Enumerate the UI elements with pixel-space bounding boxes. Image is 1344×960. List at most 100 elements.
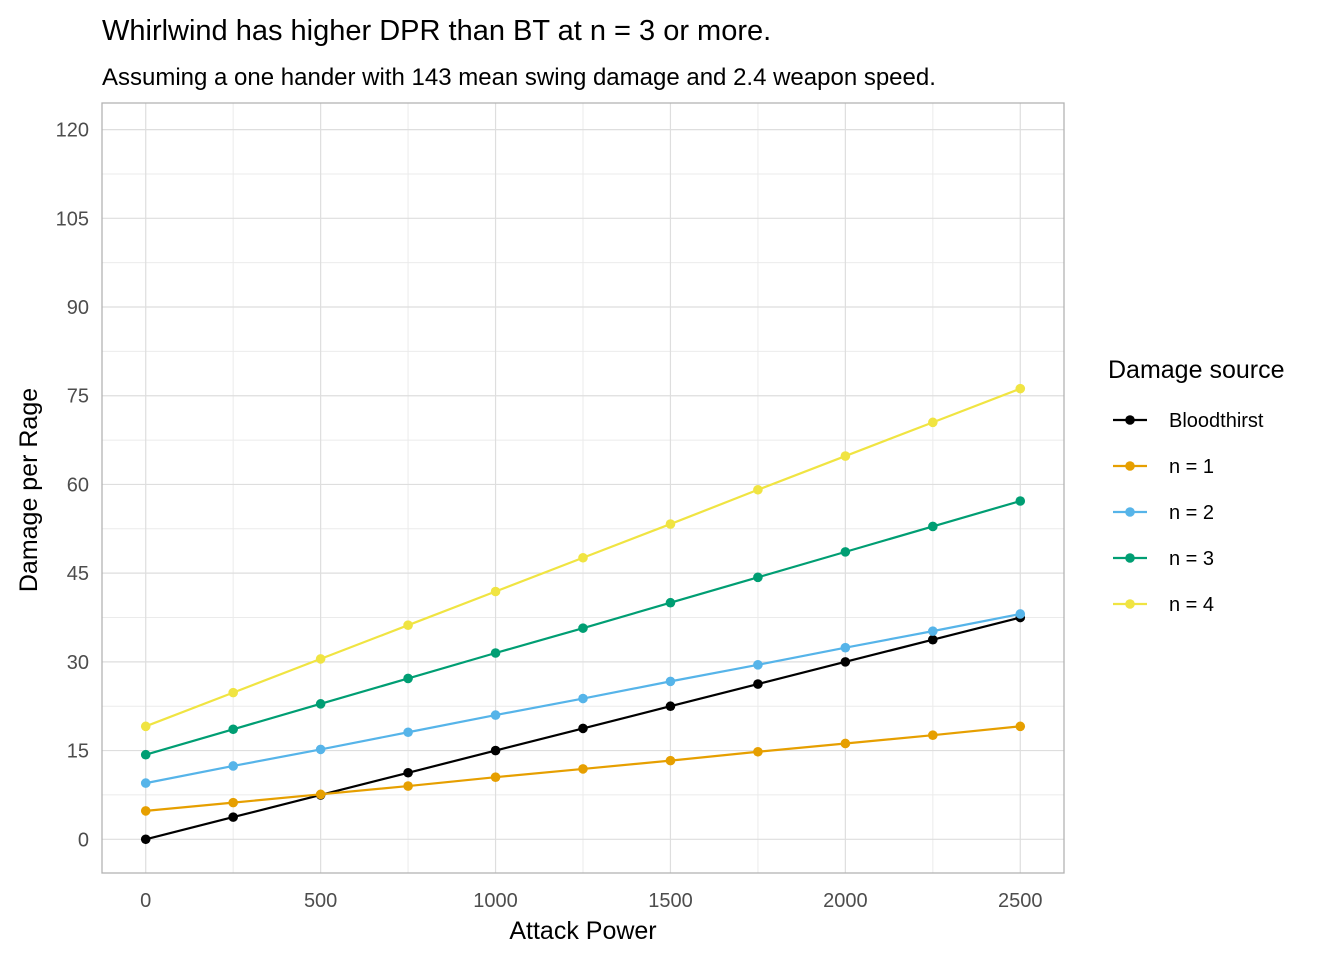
legend-items: Bloodthirst n = 1 n = 2 n = 3 n = 4	[1113, 410, 1264, 616]
data-point-n-4	[1015, 383, 1026, 394]
panel-border	[101, 102, 1065, 874]
legend-label: n = 2	[1169, 502, 1214, 524]
grid-minor	[102, 103, 1064, 873]
y-axis: 0 15 30 45 60 75 90 105 120	[56, 120, 89, 852]
legend-item-bloodthirst: Bloodthirst	[1113, 410, 1264, 432]
x-tick-label: 2000	[823, 890, 868, 912]
legend-item-n-2: n = 2	[1113, 502, 1214, 524]
data-point-n-2	[228, 761, 238, 771]
x-tick-label: 2500	[998, 890, 1043, 912]
data-point-n-1	[228, 797, 238, 808]
y-tick-label: 60	[67, 474, 89, 496]
series-bloodthirst	[140, 612, 1026, 845]
data-point-n-1	[490, 772, 501, 782]
data-point-n-2	[665, 676, 676, 687]
legend-key-point	[1125, 461, 1135, 471]
series-n-3	[140, 496, 1026, 760]
x-tick-label: 1500	[648, 890, 693, 912]
data-point-n-2	[140, 778, 151, 788]
data-point-n-4	[578, 552, 588, 563]
x-tick-label: 500	[304, 890, 337, 912]
y-tick-label: 120	[56, 120, 89, 142]
data-point-n-1	[1015, 721, 1026, 732]
legend-label: n = 1	[1169, 456, 1214, 478]
grid-major	[102, 103, 1064, 873]
data-point-n-3	[1015, 496, 1026, 506]
data-point-n-3	[928, 521, 938, 532]
legend-label: n = 4	[1169, 594, 1214, 616]
data-point-n-2	[1015, 609, 1026, 619]
x-tick-label: 0	[140, 890, 151, 912]
data-point-n-3	[665, 597, 676, 608]
data-point-n-2	[753, 660, 763, 670]
data-point-n-2	[928, 626, 938, 636]
data-point-bloodthirst	[140, 834, 151, 845]
data-point-bloodthirst	[490, 745, 501, 756]
data-point-n-2	[315, 744, 326, 755]
data-point-n-4	[753, 484, 763, 495]
data-point-bloodthirst	[753, 679, 763, 689]
x-axis: 0 500 1000 1500 2000 2500	[140, 890, 1042, 912]
data-point-n-3	[753, 572, 763, 583]
y-tick-label: 30	[67, 652, 89, 674]
data-point-n-1	[928, 730, 938, 741]
data-point-n-1	[665, 755, 676, 766]
data-point-n-4	[228, 687, 238, 698]
series-layer	[140, 383, 1026, 845]
data-point-n-3	[315, 699, 326, 709]
data-point-n-3	[490, 648, 501, 658]
legend-item-n-3: n = 3	[1113, 548, 1214, 570]
data-point-n-1	[753, 746, 763, 757]
legend-title: Damage source	[1108, 356, 1284, 384]
data-point-n-3	[140, 749, 151, 760]
legend-item-n-4: n = 4	[1113, 594, 1214, 616]
chart-title: Whirlwind has higher DPR than BT at n = …	[102, 15, 771, 47]
data-point-n-4	[140, 721, 151, 732]
y-axis-title: Damage per Rage	[15, 388, 43, 592]
data-point-n-4	[928, 417, 938, 428]
series-n-4	[140, 383, 1026, 732]
series-n-1	[140, 721, 1026, 816]
data-point-n-1	[140, 806, 151, 816]
y-tick-label: 45	[67, 563, 89, 585]
data-point-n-1	[403, 781, 413, 791]
y-tick-label: 75	[67, 386, 89, 408]
data-point-n-3	[840, 547, 851, 557]
data-point-n-3	[403, 673, 413, 684]
data-point-bloodthirst	[665, 701, 676, 712]
legend-label: Bloodthirst	[1169, 410, 1264, 432]
data-point-n-4	[315, 654, 326, 664]
data-point-n-2	[403, 727, 413, 738]
data-point-n-1	[315, 789, 326, 800]
y-tick-label: 90	[67, 297, 89, 319]
x-axis-title: Attack Power	[509, 917, 656, 945]
data-point-bloodthirst	[578, 723, 588, 734]
data-point-n-4	[665, 519, 676, 529]
data-point-n-3	[228, 724, 238, 735]
y-tick-label: 15	[67, 741, 89, 763]
y-tick-label: 105	[56, 208, 89, 230]
y-tick-label: 0	[78, 829, 89, 851]
data-point-bloodthirst	[928, 634, 938, 645]
legend-key-point	[1125, 415, 1135, 425]
data-point-n-2	[490, 710, 501, 720]
data-point-n-4	[490, 586, 501, 597]
chart-subtitle: Assuming a one hander with 143 mean swin…	[102, 64, 936, 91]
data-point-bloodthirst	[403, 767, 413, 778]
legend-label: n = 3	[1169, 548, 1214, 570]
data-point-n-2	[578, 693, 588, 704]
series-n-2	[140, 609, 1026, 788]
legend: Damage source Bloodthirst n = 1 n = 2 n = 3…	[1108, 356, 1284, 616]
legend-item-n-1: n = 1	[1113, 456, 1214, 478]
data-point-bloodthirst	[840, 657, 851, 667]
data-point-n-4	[840, 451, 851, 461]
legend-key-point	[1125, 599, 1135, 609]
x-tick-label: 1000	[473, 890, 518, 912]
data-point-n-3	[578, 623, 588, 633]
legend-key-point	[1125, 507, 1135, 517]
data-point-n-4	[403, 620, 413, 631]
data-point-n-2	[840, 642, 851, 653]
data-point-n-1	[840, 738, 851, 749]
